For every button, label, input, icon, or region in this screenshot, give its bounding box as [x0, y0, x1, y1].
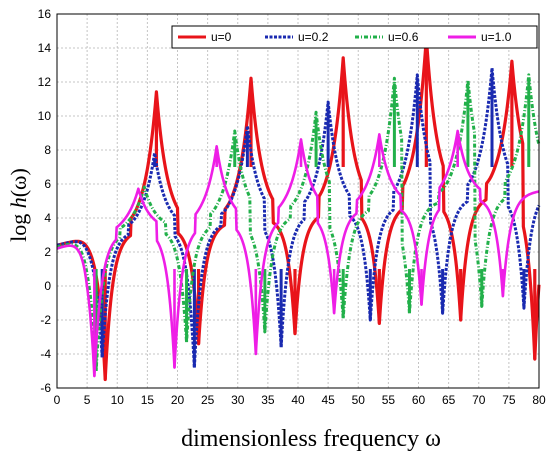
x-tick-label: 80 [532, 393, 546, 407]
y-axis-label: log h(ω) [6, 168, 31, 242]
x-tick-label: 35 [261, 393, 275, 407]
y-tick-label: 8 [44, 143, 51, 157]
y-tick-label: 12 [38, 75, 52, 89]
y-tick-label: 10 [38, 109, 52, 123]
series-layer [55, 35, 541, 382]
y-tick-labels: -6 -4 -2 0 2 4 6 8 10 12 14 16 [38, 7, 52, 395]
legend-label: u=1.0 [481, 30, 512, 44]
legend-box [171, 25, 538, 49]
x-tick-label: 0 [54, 393, 61, 407]
y-tick-label: 14 [38, 41, 52, 55]
x-tick-label: 30 [231, 393, 245, 407]
y-axis-label-suffix: (ω) [6, 168, 31, 197]
legend-label: u=0 [211, 30, 232, 44]
y-axis-label-prefix: log [6, 208, 31, 242]
y-tick-label: 2 [44, 245, 51, 259]
y-tick-label: -2 [40, 313, 51, 327]
y-tick-label: 0 [44, 279, 51, 293]
legend-label: u=0.2 [298, 30, 329, 44]
x-tick-label: 65 [442, 393, 456, 407]
x-axis-label: dimensionless frequency ω [181, 426, 441, 452]
legend: u=0 u=0.2 u=0.6 u=1.0 [171, 25, 538, 49]
x-tick-label: 70 [472, 393, 486, 407]
x-tick-label: 75 [502, 393, 516, 407]
x-tick-label: 15 [141, 393, 155, 407]
y-tick-label: 4 [44, 211, 51, 225]
plot-frame [56, 13, 540, 389]
x-tick-labels: 0 5 10 15 20 25 30 35 40 45 50 55 60 65 70 75 80 [54, 393, 546, 407]
y-axis-label-italic: h [6, 197, 31, 208]
x-tick-label: 45 [321, 393, 335, 407]
y-tick-label: -6 [40, 381, 51, 395]
x-tick-label: 25 [201, 393, 215, 407]
legend-label: u=0.6 [388, 30, 419, 44]
y-tick-label: 6 [44, 177, 51, 191]
x-tick-label: 50 [352, 393, 366, 407]
x-tick-label: 40 [291, 393, 305, 407]
y-tick-label: 16 [38, 7, 52, 21]
x-tick-label: 20 [171, 393, 185, 407]
series-line [56, 66, 541, 370]
x-tick-label: 55 [382, 393, 396, 407]
y-tick-label: -4 [40, 347, 51, 361]
x-tick-label: 5 [84, 393, 91, 407]
x-tick-label: 10 [111, 393, 125, 407]
series-line [55, 35, 541, 382]
x-tick-label: 60 [412, 393, 426, 407]
